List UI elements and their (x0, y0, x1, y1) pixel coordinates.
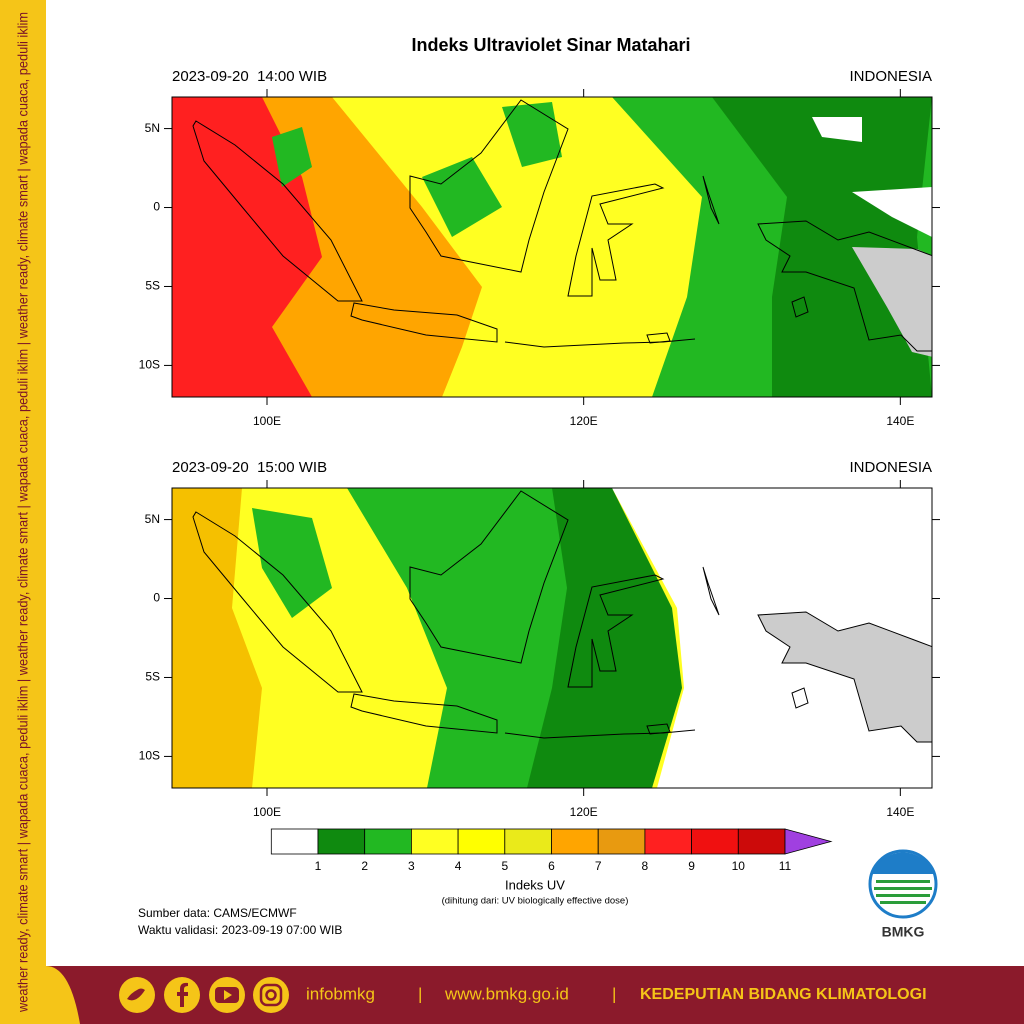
colorbar-box (551, 828, 599, 855)
colorbar-tick-label: 8 (642, 859, 649, 873)
footer-website[interactable]: www.bmkg.go.id (444, 984, 569, 1003)
y-tick-label: 5N (145, 121, 160, 135)
colorbar-tick-label: 5 (501, 859, 508, 873)
x-tick-label: 120E (570, 805, 598, 819)
colorbar-box (504, 828, 552, 855)
colorbar-note: (dihitung dari: UV biologically effectiv… (442, 896, 629, 907)
logo: BMKG (868, 849, 938, 940)
side-text: weather ready, climate smart | wapada cu… (15, 12, 31, 1013)
source: Sumber data: CAMS/ECMWF (138, 906, 297, 920)
axes: 2023-09-20 14:00 WIB INDONESIA 100E 120E 140… (139, 68, 940, 819)
y-tick-label: 0 (153, 591, 160, 605)
colorbar-box (597, 828, 646, 855)
x-tick-label: 120E (570, 414, 598, 428)
y-tick-label: 10S (139, 358, 160, 372)
colorbar-box (457, 828, 506, 855)
x-tick-label: 100E (253, 805, 281, 819)
side-strip (0, 0, 46, 1024)
colorbar-box (737, 828, 786, 855)
social-icons (119, 977, 289, 1013)
map-1 (172, 97, 932, 397)
colorbar-tick-label: 10 (732, 859, 746, 873)
colorbar: 1 2 3 4 5 6 7 8 9 10 11 Indeks UV (dihitung dari: UV… (270, 828, 833, 907)
panel-time: 2023-09-20 14:00 WIB (172, 68, 327, 85)
panel-time: 2023-09-20 15:00 WIB (172, 459, 327, 476)
x-tick-label: 140E (886, 805, 914, 819)
y-tick-label: 5S (145, 279, 160, 293)
colorbar-tick-label: 2 (361, 859, 368, 873)
colorbar-tick-label: 9 (688, 859, 695, 873)
title: Indeks Ultraviolet Sinar Matahari (411, 35, 690, 55)
y-tick-label: 0 (153, 200, 160, 214)
colorbar-box (270, 828, 319, 855)
validity: Waktu validasi: 2023-09-19 07:00 WIB (138, 923, 342, 937)
map-2 (172, 488, 932, 788)
colorbar-tick-label: 7 (595, 859, 602, 873)
x-tick-label: 140E (886, 414, 914, 428)
colorbar-tick-label: 11 (779, 859, 792, 873)
panel-region: INDONESIA (849, 68, 932, 85)
y-tick-label: 5S (145, 670, 160, 684)
colorbar-tick-label: 1 (315, 859, 322, 873)
logo-text: BMKG (882, 924, 925, 940)
map-frame (171, 96, 933, 398)
colorbar-tick-label: 4 (455, 859, 462, 873)
y-tick-label: 5N (145, 512, 160, 526)
instagram-icon[interactable] (253, 977, 289, 1013)
colorbar-extend (784, 828, 833, 855)
colorbar-label: Indeks UV (505, 877, 565, 892)
footer-corner (46, 966, 80, 1024)
footer-department: KEDEPUTIAN BIDANG KLIMATOLOGI (640, 986, 927, 1003)
colorbar-box (691, 828, 739, 855)
colorbar-box (317, 828, 366, 855)
footer-separator: | (612, 984, 616, 1003)
panel-region: INDONESIA (849, 459, 932, 476)
footer-handle[interactable]: infobmkg (306, 984, 375, 1003)
colorbar-box (410, 828, 459, 855)
colorbar-box (364, 828, 412, 855)
x-tick-label: 100E (253, 414, 281, 428)
y-tick-label: 10S (139, 749, 160, 763)
colorbar-box (644, 828, 693, 855)
colorbar-tick-label: 3 (408, 859, 415, 873)
colorbar-tick-label: 6 (548, 859, 555, 873)
map-frame (171, 487, 933, 789)
footer-separator: | (418, 984, 422, 1003)
